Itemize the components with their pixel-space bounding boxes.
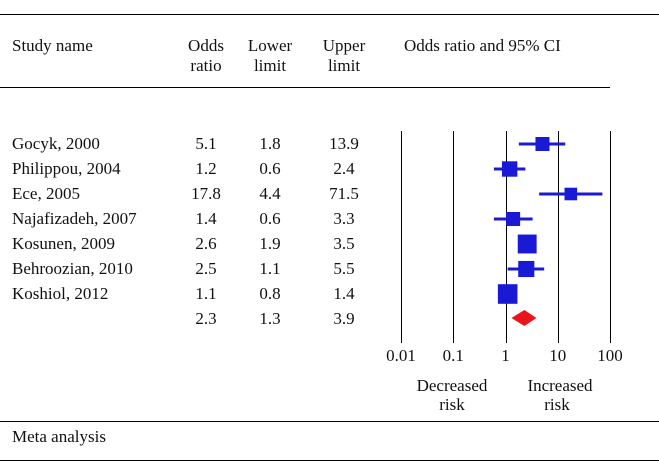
summary-lower-limit: 1.3: [259, 309, 281, 328]
study-point: [518, 260, 535, 278]
study-name: Najafizadeh, 2007: [12, 209, 137, 228]
header-study-name: Study name: [12, 36, 93, 55]
bottom-rule-upper: [0, 421, 659, 422]
summary-diamond: [511, 310, 537, 326]
study-point: [506, 212, 521, 226]
lower-limit-value: 0.6: [259, 209, 281, 228]
odds-ratio-value: 2.6: [195, 234, 217, 253]
upper-limit-value: 1.4: [333, 284, 355, 303]
header-lower-limit: Lower limit: [240, 36, 300, 76]
study-name: Ece, 2005: [12, 184, 80, 203]
tick-label: 100: [597, 346, 623, 365]
study-name: Kosunen, 2009: [12, 234, 115, 253]
tick-label: 10: [549, 346, 566, 365]
upper-limit-value: 71.5: [329, 184, 359, 203]
upper-limit-value: 5.5: [333, 259, 355, 278]
tick-label: 0.01: [386, 346, 416, 365]
odds-ratio-value: 1.4: [195, 209, 217, 228]
study-point: [501, 161, 518, 177]
study-name: Behroozian, 2010: [12, 259, 133, 278]
upper-limit-value: 2.4: [333, 159, 355, 178]
footer-meta-analysis: Meta analysis: [12, 427, 106, 446]
odds-ratio-value: 5.1: [195, 134, 217, 153]
header-lower-line1: Lower: [247, 36, 293, 55]
upper-limit-value: 13.9: [329, 134, 359, 153]
study-name: Gocyk, 2000: [12, 134, 100, 153]
header-odds-ratio-line1: Odds: [188, 36, 224, 55]
study-point: [517, 234, 537, 254]
header-rule: [0, 87, 610, 88]
header-plot-title: Odds ratio and 95% CI: [404, 36, 561, 55]
header-upper-line1: Upper: [322, 36, 366, 55]
summary-odds-ratio: 2.3: [195, 309, 217, 328]
lower-limit-value: 0.6: [259, 159, 281, 178]
study-point: [535, 137, 550, 151]
decreased-risk-label-line2: risk: [439, 395, 465, 414]
upper-limit-value: 3.3: [333, 209, 355, 228]
odds-ratio-value: 1.1: [195, 284, 217, 303]
header-upper-line2: limit: [327, 56, 361, 75]
study-point: [564, 187, 578, 201]
header-lower-line2: limit: [253, 56, 287, 75]
tick-label: 1: [501, 346, 510, 365]
header-upper-limit: Upper limit: [314, 36, 374, 76]
lower-limit-value: 1.1: [259, 259, 281, 278]
lower-limit-value: 0.8: [259, 284, 281, 303]
header-odds-ratio-line2: ratio: [190, 56, 222, 75]
study-name: Philippou, 2004: [12, 159, 121, 178]
tick-label: 0.1: [443, 346, 464, 365]
decreased-risk-label: Decreased: [417, 376, 488, 395]
header-odds-ratio: Odds ratio: [176, 36, 236, 76]
lower-limit-value: 4.4: [259, 184, 281, 203]
increased-risk-label-line2: risk: [544, 395, 570, 414]
study-name: Koshiol, 2012: [12, 284, 109, 303]
upper-limit-value: 3.5: [333, 234, 355, 253]
odds-ratio-value: 2.5: [195, 259, 217, 278]
odds-ratio-value: 1.2: [195, 159, 217, 178]
increased-risk-label: Increased: [527, 376, 593, 395]
study-point: [497, 284, 518, 304]
summary-upper-limit: 3.9: [333, 309, 355, 328]
lower-limit-value: 1.9: [259, 234, 281, 253]
odds-ratio-value: 17.8: [191, 184, 221, 203]
lower-limit-value: 1.8: [259, 134, 281, 153]
top-rule: [0, 14, 659, 15]
